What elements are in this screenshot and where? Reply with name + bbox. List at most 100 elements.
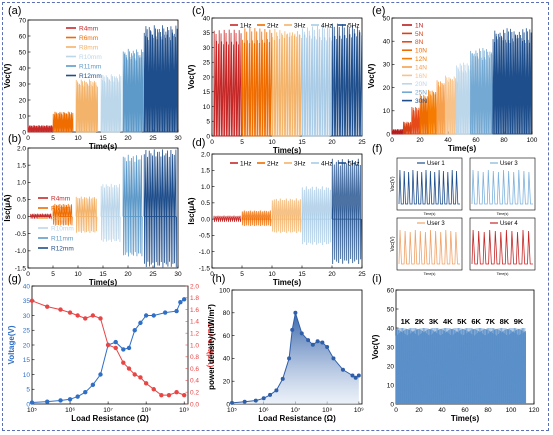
xtick-label: 10⁵ xyxy=(27,407,37,414)
point-voltage xyxy=(45,399,50,404)
point-voltage xyxy=(178,300,183,305)
ytick-label: 20 xyxy=(387,363,395,370)
point-current xyxy=(29,298,35,303)
ytick-label: 1.5 xyxy=(201,168,210,175)
x-axis-label: Time(s) xyxy=(273,146,302,155)
point-power-density xyxy=(331,356,336,361)
legend-entry: 4Hz xyxy=(321,22,333,29)
point-voltage xyxy=(90,382,96,388)
xtick-label: 40 xyxy=(444,137,452,144)
series-d-4 xyxy=(331,158,362,265)
ytick-label: 0.0 xyxy=(201,216,210,223)
xtick-label: 15 xyxy=(298,139,306,146)
ytick-label: 40 xyxy=(387,325,395,332)
ytick-label: 60 xyxy=(19,33,27,40)
point-power-density xyxy=(230,400,234,405)
ytick2-label: 0.2 xyxy=(190,390,199,397)
legend-entry: 3Hz xyxy=(294,160,306,167)
legend-entry: R8mm xyxy=(51,215,70,222)
point-voltage xyxy=(29,400,35,405)
xtick-label: 120 xyxy=(529,407,540,414)
series-c-4 xyxy=(331,23,363,137)
series-c-0 xyxy=(213,29,242,137)
series-b-5 xyxy=(143,149,177,268)
point-current xyxy=(67,310,73,315)
legend-entry: R10mm xyxy=(79,54,102,61)
xtick-label: 80 xyxy=(500,137,508,144)
x-axis-label: Time(s) xyxy=(89,142,118,151)
ytick-label: 25 xyxy=(23,328,31,335)
panel-e: 0 10 20 30 40 50 0 20 40 60 80 100 Time(s) Voc(V) (e) 1… xyxy=(367,5,538,153)
y-axis-label: Voc(V) xyxy=(187,64,196,89)
ytick-label: 1.5 xyxy=(17,162,26,169)
xtick-label: 30 xyxy=(174,135,182,142)
point-voltage xyxy=(121,347,126,352)
ytick-label: 10 xyxy=(203,104,211,111)
ytick2-label: 0.8 xyxy=(190,354,199,361)
subplot-ylabel: Voc(V) xyxy=(390,176,396,191)
point-power-density xyxy=(253,398,258,403)
ytick-label: 0.5 xyxy=(201,200,210,207)
legend-entry: 25N xyxy=(415,90,427,97)
subplot-frame xyxy=(469,217,536,271)
series-b-4 xyxy=(122,154,143,257)
xtick-label: 10⁷ xyxy=(103,407,113,414)
series-g-voltage xyxy=(31,298,185,403)
point-power-density xyxy=(274,388,279,393)
point-current xyxy=(159,392,164,398)
panel-label-h: (h) xyxy=(212,273,225,285)
ytick-label: 20 xyxy=(19,97,27,104)
legend-entry: 30N xyxy=(415,98,427,105)
ytick-label: 1.0 xyxy=(17,180,26,187)
legend-entry: R10mm xyxy=(51,225,74,232)
series-c-2 xyxy=(271,29,303,137)
x-axis-label: Time(s) xyxy=(89,278,118,287)
ytick-label: 1.0 xyxy=(201,184,210,191)
series-a-5 xyxy=(143,25,178,133)
series-d-1 xyxy=(241,210,272,227)
ytick-label: -1.5 xyxy=(15,265,27,272)
point-power-density xyxy=(287,356,292,361)
legend-entry: R8mm xyxy=(79,44,98,51)
legend-entry: R12mm xyxy=(51,245,74,252)
ytick2-label: 0.4 xyxy=(190,378,199,385)
legend-entry: 5Hz xyxy=(348,22,360,29)
point-current xyxy=(166,392,172,398)
subplot-ylabel: Voc(V) xyxy=(390,236,396,251)
legend-entry: 16N xyxy=(415,73,427,80)
xtick-label: 10⁹ xyxy=(354,407,364,414)
legend-entry: 5N xyxy=(415,31,424,38)
ytick-label: 80 xyxy=(223,310,231,317)
ytick2-label: 1.0 xyxy=(190,342,199,349)
point-current xyxy=(83,316,88,321)
xtick-label: 30 xyxy=(174,271,182,278)
point-current xyxy=(45,304,50,309)
xtick-label: 10 xyxy=(74,135,82,142)
series-d-3 xyxy=(301,186,332,245)
ytick-label: 15 xyxy=(203,89,211,96)
subplot-legend-label: User 4 xyxy=(500,221,518,227)
xtick-label: 10⁵ xyxy=(227,407,237,414)
ytick-label: 5 xyxy=(26,387,30,394)
panel-i: 0 10 20 30 40 50 60 0 20 40 60 80 100 120 Time(s) Voc(V… xyxy=(371,273,540,423)
ytick2-label: 1.8 xyxy=(190,295,199,302)
ytick-label: 10 xyxy=(383,108,391,115)
ytick-label: -1.5 xyxy=(199,265,211,272)
subplot-frame xyxy=(396,157,463,211)
annotation-load: 4K xyxy=(443,317,453,326)
legend-entry: 1Hz xyxy=(240,160,252,167)
xtick-label: 60 xyxy=(472,137,480,144)
point-power-density xyxy=(268,392,273,397)
ytick-label: 0.5 xyxy=(17,197,26,204)
xtick-label: 10⁷ xyxy=(291,407,301,414)
xtick-label: 0 xyxy=(210,271,214,278)
legend-entry: R6mm xyxy=(51,205,70,212)
subplot-trace-3 xyxy=(471,229,533,265)
point-current xyxy=(113,345,118,351)
series-e-6 xyxy=(444,75,458,135)
ytick-label: 50 xyxy=(387,306,395,313)
panel-f: (f) User 1 Time(s) Voc(V) User 3 Time(s) User … xyxy=(372,143,536,276)
point-current xyxy=(58,307,63,312)
panel-b: -1.5-1.0-0.50.00.51.01.52.00 5 10 15 20 25 30T… xyxy=(3,133,182,287)
